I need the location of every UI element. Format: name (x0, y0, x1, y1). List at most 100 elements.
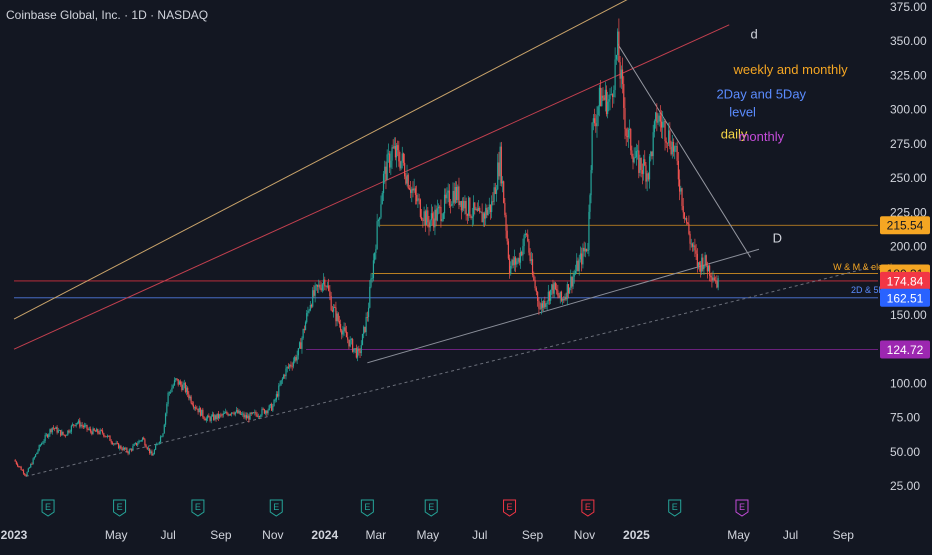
candle-body (85, 424, 87, 426)
candle-body (342, 330, 344, 335)
candle-body (125, 448, 127, 450)
candle-body (474, 202, 476, 210)
candle-body (480, 211, 482, 213)
candle-body (550, 289, 552, 301)
candle-body (150, 451, 152, 454)
candle-body (435, 209, 437, 221)
candle-body (364, 326, 366, 333)
candle-body (600, 87, 602, 107)
candle-body (135, 442, 138, 446)
candle-body (34, 454, 37, 458)
candle-body (196, 408, 198, 410)
candle-body (151, 451, 153, 456)
candle-body (390, 160, 392, 168)
candle-body (590, 170, 592, 196)
candle-body (630, 128, 632, 151)
candle-body (104, 436, 106, 438)
candle-body (308, 310, 310, 312)
candle-body (475, 208, 477, 210)
candle-body (689, 233, 691, 244)
candle-body (42, 442, 44, 444)
candle-body (51, 427, 53, 433)
candle-body (338, 321, 341, 325)
candle-body (337, 313, 339, 322)
earnings-marker-label: E (739, 502, 745, 512)
candle-body (214, 415, 216, 420)
candle-body (445, 194, 447, 199)
candle-body (710, 275, 712, 278)
candle-body (605, 89, 608, 115)
candle-body (111, 442, 114, 445)
candle-body (64, 435, 67, 437)
candle-body (639, 157, 641, 173)
candle-body (191, 402, 193, 405)
candle-body (441, 218, 443, 222)
candle-body (302, 329, 304, 339)
candle-body (384, 166, 386, 174)
candle-body (610, 94, 612, 95)
candle-body (621, 69, 624, 84)
candle-body (139, 440, 141, 442)
candle-body (74, 425, 76, 427)
candle-body (324, 279, 326, 287)
earnings-marker (41, 499, 55, 517)
candle-body (87, 429, 89, 431)
candle-body (560, 291, 563, 301)
candle-body (483, 213, 486, 219)
candle-body (393, 146, 395, 148)
candle-body (354, 348, 356, 349)
candle-body (356, 348, 359, 358)
candle-body (219, 414, 221, 419)
candle-body (77, 420, 80, 423)
y-tick-label: 100.00 (890, 376, 927, 390)
trend-line (13, 0, 628, 320)
candle-body (541, 303, 544, 308)
candle-body (564, 296, 566, 300)
x-tick-label: Nov (262, 528, 283, 542)
candle-body (175, 378, 177, 381)
candle-body (21, 469, 23, 471)
candle-body (486, 207, 488, 216)
candle-body (31, 463, 33, 465)
candle-body (485, 207, 487, 219)
candle-body (52, 427, 55, 429)
candle-body (501, 181, 504, 184)
candle-body (178, 381, 181, 385)
candle-body (695, 250, 697, 254)
candle-body (204, 418, 206, 421)
candle-body (156, 443, 158, 446)
candle-body (344, 327, 346, 332)
candle-body (709, 265, 711, 276)
candle-body (189, 396, 191, 399)
candle-body (352, 339, 354, 352)
candle-body (297, 348, 299, 356)
candle-body (461, 200, 464, 211)
candle-body (243, 413, 245, 418)
candle-body (347, 337, 349, 340)
candle-body (126, 448, 128, 452)
candle-body (411, 188, 413, 193)
candle-body (470, 216, 472, 219)
chart-annotation: W & M & election (833, 262, 902, 272)
candle-body (46, 434, 49, 438)
candle-body (22, 470, 25, 474)
candle-body (265, 410, 267, 414)
candle-body (315, 284, 317, 286)
candle-body (379, 217, 381, 220)
candle-body (202, 409, 204, 417)
candle-body (209, 417, 211, 421)
candle-body (557, 290, 559, 296)
y-tick-label: 350.00 (890, 34, 927, 48)
candle-body (431, 213, 434, 219)
candle-body (459, 201, 461, 206)
candle-body (443, 194, 446, 214)
candle-body (529, 252, 531, 262)
candle-body (640, 157, 642, 171)
candle-body (690, 243, 692, 245)
candle-body (269, 404, 272, 406)
candle-body (372, 260, 375, 279)
candle-body (554, 282, 556, 290)
candle-body (146, 447, 148, 450)
